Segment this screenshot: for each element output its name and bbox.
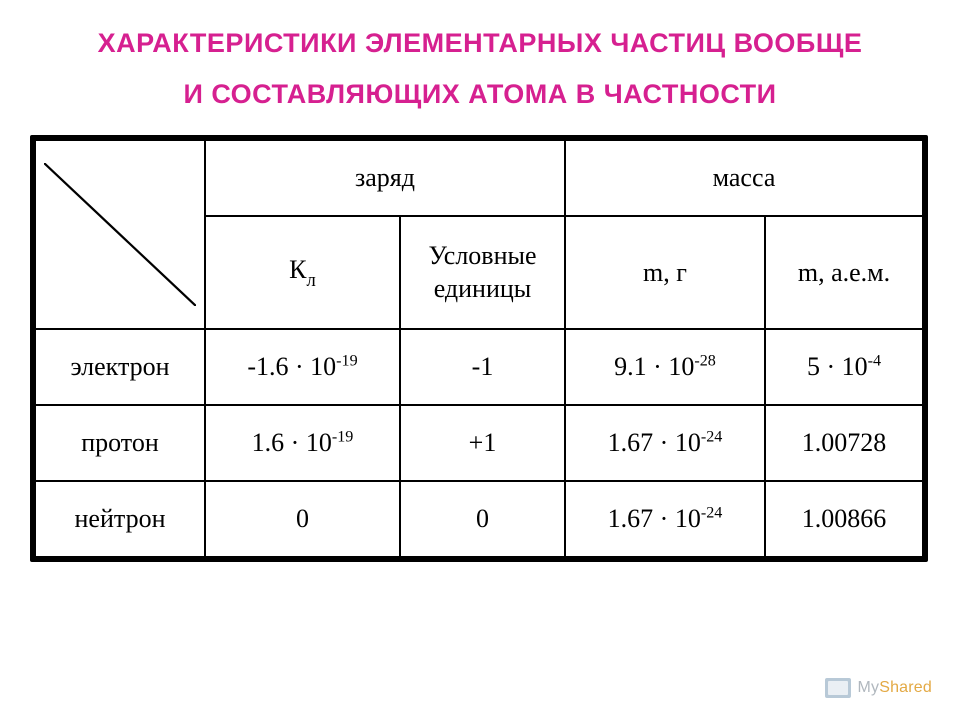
header-charge: заряд — [205, 140, 565, 217]
header-mass-grams: m, г — [565, 216, 765, 328]
table-header: заряд масса Кл Условныеединицы m, г m, а… — [35, 140, 923, 329]
table-row: протон 1.6 · 10-19 +1 1.67 · 10-24 1.007… — [35, 405, 923, 481]
particle-label: протон — [35, 405, 205, 481]
cell-coulombs: -1.6 · 10-19 — [205, 329, 400, 405]
title-line-1: ХАРАКТЕРИСТИКИ ЭЛЕМЕНТАРНЫХ ЧАСТИЦ ВООБЩ… — [98, 28, 863, 58]
table-row: нейтрон 0 0 1.67 · 10-24 1.00866 — [35, 481, 923, 557]
cell-rel-units: 0 — [400, 481, 565, 557]
cell-coulombs: 0 — [205, 481, 400, 557]
header-diagonal-cell — [35, 140, 205, 329]
cell-rel-units: +1 — [400, 405, 565, 481]
cell-rel-units: -1 — [400, 329, 565, 405]
title-line-2: И СОСТАВЛЯЮЩИХ АТОМА В ЧАСТНОСТИ — [183, 79, 776, 109]
header-mass: масса — [565, 140, 923, 217]
cell-coulombs: 1.6 · 10-19 — [205, 405, 400, 481]
cell-mass-g: 1.67 · 10-24 — [565, 405, 765, 481]
watermark-accent: Shared — [879, 679, 932, 696]
particles-table-wrap: заряд масса Кл Условныеединицы m, г m, а… — [30, 135, 928, 562]
particle-label: электрон — [35, 329, 205, 405]
cell-mass-g: 1.67 · 10-24 — [565, 481, 765, 557]
cell-mass-amu: 5 · 10-4 — [765, 329, 923, 405]
monitor-icon — [825, 678, 851, 698]
particles-table: заряд масса Кл Условныеединицы m, г m, а… — [34, 139, 924, 558]
watermark-text: MyShared — [857, 679, 932, 697]
header-coulombs: Кл — [205, 216, 400, 328]
page-title: ХАРАКТЕРИСТИКИ ЭЛЕМЕНТАРНЫХ ЧАСТИЦ ВООБЩ… — [32, 18, 928, 121]
header-conventional-units: Условныеединицы — [400, 216, 565, 328]
diagonal-line-icon — [44, 163, 196, 306]
particle-label: нейтрон — [35, 481, 205, 557]
cell-mass-amu: 1.00728 — [765, 405, 923, 481]
header-mass-amu: m, а.е.м. — [765, 216, 923, 328]
table-body: электрон -1.6 · 10-19 -1 9.1 · 10-28 5 ·… — [35, 329, 923, 557]
watermark: MyShared — [825, 678, 932, 698]
cell-mass-g: 9.1 · 10-28 — [565, 329, 765, 405]
page: ХАРАКТЕРИСТИКИ ЭЛЕМЕНТАРНЫХ ЧАСТИЦ ВООБЩ… — [0, 0, 960, 720]
table-row: электрон -1.6 · 10-19 -1 9.1 · 10-28 5 ·… — [35, 329, 923, 405]
cell-mass-amu: 1.00866 — [765, 481, 923, 557]
watermark-prefix: My — [857, 679, 879, 696]
